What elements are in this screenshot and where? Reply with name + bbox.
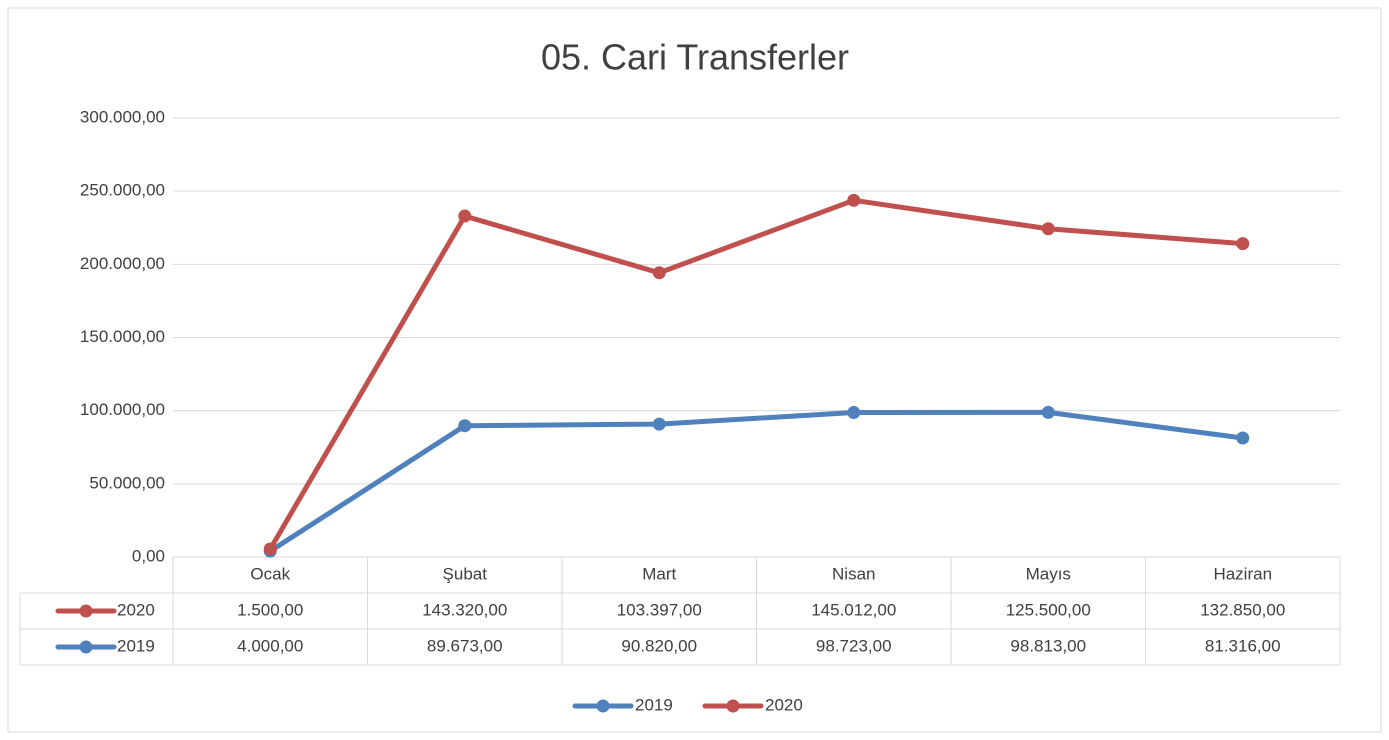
x-tick-label: Mayıs (1026, 564, 1071, 583)
x-tick-label: Mart (642, 564, 676, 583)
point (652, 266, 666, 280)
series-line (267, 197, 1246, 552)
table-series-name: 2019 (117, 636, 155, 655)
table-value: 4.000,00 (237, 636, 303, 655)
table-legend-key (79, 604, 93, 618)
legend-label: 2019 (635, 695, 673, 714)
x-tick-label: Haziran (1213, 564, 1272, 583)
y-tick-label: 300.000,00 (80, 107, 165, 126)
table-value: 98.723,00 (816, 636, 892, 655)
table-series-name: 2020 (117, 600, 155, 619)
chart-border (7, 7, 1382, 733)
y-tick-label: 150.000,00 (80, 327, 165, 346)
chart-title: 05. Cari Transferler (541, 37, 849, 78)
legend-label: 2020 (765, 695, 803, 714)
x-tick-label: Şubat (443, 564, 488, 583)
point (263, 542, 277, 556)
table-value: 145.012,00 (811, 600, 896, 619)
point (458, 419, 472, 433)
table-value: 143.320,00 (422, 600, 507, 619)
table-value: 90.820,00 (621, 636, 697, 655)
point (1041, 222, 1055, 236)
x-tick-label: Nisan (832, 564, 875, 583)
point (1236, 237, 1250, 251)
point (1236, 431, 1250, 445)
legend-key (726, 699, 740, 713)
y-tick-label: 0,00 (132, 546, 165, 565)
table-legend-key (79, 640, 93, 654)
point (847, 193, 861, 207)
table-value: 103.397,00 (617, 600, 702, 619)
legend-key (596, 699, 610, 713)
table-value: 81.316,00 (1205, 636, 1281, 655)
table-value: 125.500,00 (1006, 600, 1091, 619)
y-tick-label: 200.000,00 (80, 254, 165, 273)
table-value: 132.850,00 (1200, 600, 1285, 619)
y-tick-label: 50.000,00 (89, 473, 165, 492)
table-value: 89.673,00 (427, 636, 503, 655)
point (847, 406, 861, 420)
point (458, 209, 472, 223)
series-line (267, 409, 1246, 554)
x-tick-label: Ocak (250, 564, 290, 583)
table-value: 98.813,00 (1010, 636, 1086, 655)
point (652, 417, 666, 431)
y-tick-label: 100.000,00 (80, 400, 165, 419)
y-tick-label: 250.000,00 (80, 181, 165, 200)
point (1041, 405, 1055, 419)
table-value: 1.500,00 (237, 600, 303, 619)
